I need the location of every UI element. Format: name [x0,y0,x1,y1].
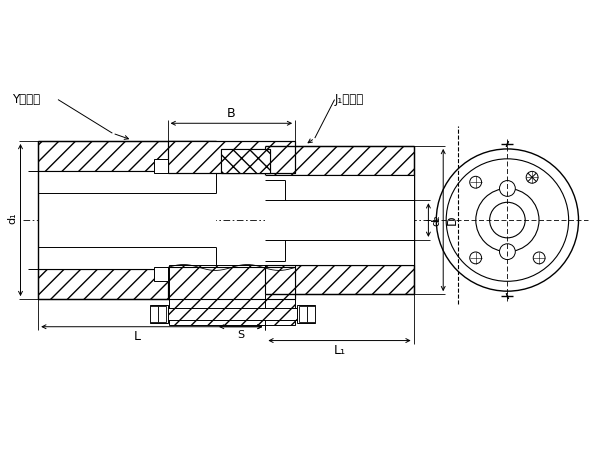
Circle shape [526,171,538,183]
Bar [167,267,295,299]
Text: L₁: L₁ [334,343,346,356]
Bar [38,141,216,171]
Bar [307,306,315,322]
Bar [38,270,216,299]
Bar [150,305,167,323]
Bar [38,171,216,270]
Bar [154,159,167,173]
Circle shape [446,159,569,281]
Circle shape [500,244,515,260]
Circle shape [476,189,539,252]
Text: J₁型軸孔: J₁型軸孔 [335,93,364,106]
Bar [265,175,413,266]
Bar [221,149,271,173]
Bar [158,306,166,322]
Circle shape [533,252,545,264]
Bar [265,175,413,266]
Text: d₂: d₂ [431,214,442,226]
Circle shape [470,176,482,188]
Text: Y型軸孔: Y型軸孔 [11,93,40,106]
Text: B: B [227,107,236,120]
Bar [265,266,413,294]
Text: d₁: d₁ [8,212,17,224]
Bar [297,305,315,323]
Bar [167,141,295,173]
Text: L: L [134,330,140,343]
Bar [299,306,307,322]
Circle shape [470,252,482,264]
Text: S: S [237,330,244,340]
Bar [154,267,167,281]
Bar [167,308,297,320]
Text: D: D [446,215,459,225]
Bar [265,146,413,175]
Bar [150,306,158,322]
Circle shape [436,149,578,291]
Circle shape [490,202,525,238]
Bar [169,265,295,325]
Circle shape [500,180,515,196]
